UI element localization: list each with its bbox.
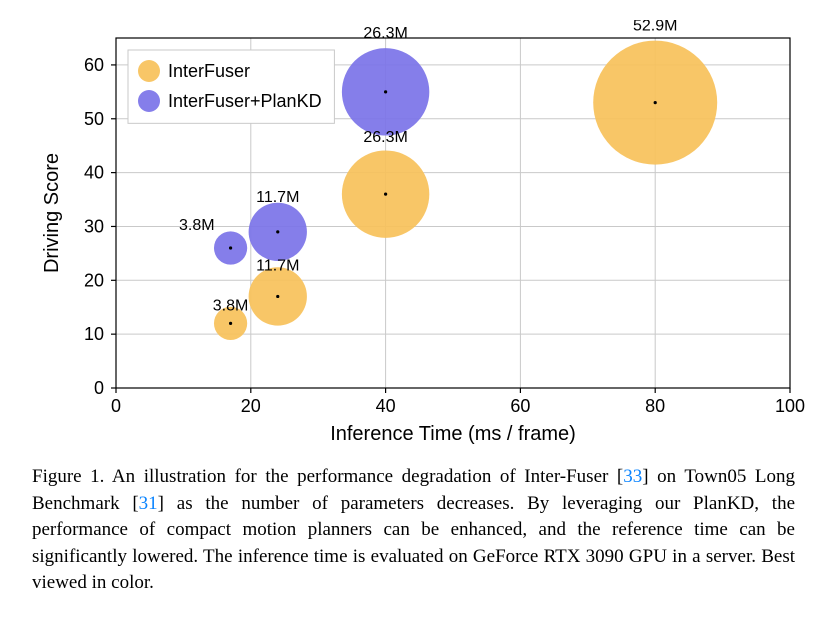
chart-svg: 3.8M 11.7M 26.3M 52.9M 3.8M 11.7M 26.3M 0 20 40 60… [20, 20, 807, 460]
svg-text:50: 50 [84, 109, 104, 129]
bubble-chart: 3.8M 11.7M 26.3M 52.9M 3.8M 11.7M 26.3M 0 20 40 60… [20, 20, 807, 460]
citation-31: 31 [139, 493, 158, 514]
bubble-label: 52.9M [633, 20, 677, 35]
legend-label: InterFuser [168, 61, 250, 81]
bubble-label: 26.3M [363, 25, 407, 42]
legend-swatch [138, 60, 160, 82]
y-axis-label: Driving Score [41, 153, 63, 273]
svg-text:40: 40 [376, 396, 396, 416]
svg-text:40: 40 [84, 163, 104, 183]
bubble-label: 3.8M [179, 217, 215, 234]
caption-prefix: Figure 1. [32, 466, 104, 487]
figure: 3.8M 11.7M 26.3M 52.9M 3.8M 11.7M 26.3M 0 20 40 60… [20, 20, 807, 597]
x-axis-label: Inference Time (ms / frame) [330, 423, 576, 445]
svg-text:0: 0 [111, 396, 121, 416]
svg-text:100: 100 [775, 396, 805, 416]
svg-text:0: 0 [94, 378, 104, 398]
citation-33: 33 [623, 466, 642, 487]
bubble-label: 11.7M [256, 189, 299, 206]
svg-text:60: 60 [84, 55, 104, 75]
svg-text:20: 20 [241, 396, 261, 416]
legend-swatch [138, 90, 160, 112]
svg-text:10: 10 [84, 324, 104, 344]
caption-t0: An illustration for the performance degr… [104, 466, 623, 487]
bubble-label: 3.8M [213, 297, 249, 314]
bubble-label: 26.3M [363, 129, 407, 146]
bubble-label: 11.7M [256, 257, 299, 274]
svg-text:30: 30 [84, 216, 104, 236]
svg-text:80: 80 [645, 396, 665, 416]
legend-label: InterFuser+PlanKD [168, 91, 322, 111]
svg-text:20: 20 [84, 270, 104, 290]
svg-text:60: 60 [510, 396, 530, 416]
figure-caption: Figure 1. An illustration for the perfor… [20, 464, 807, 597]
